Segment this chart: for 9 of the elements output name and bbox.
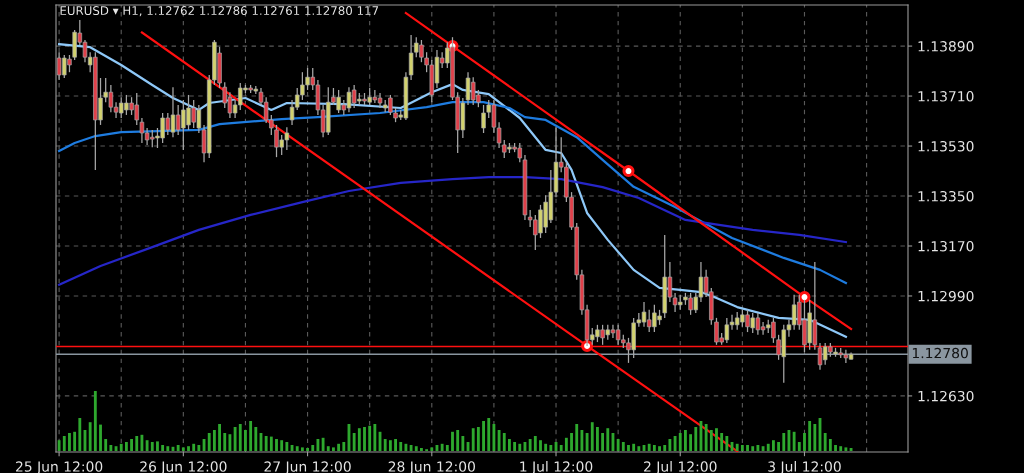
- y-tick-label: 1.13530: [918, 141, 974, 152]
- chart-title: EURUSD ▾ H1, 1.12762 1.12786 1.12761 1.12780 117: [60, 6, 379, 17]
- y-tick-label: 1.13890: [918, 41, 974, 52]
- y-tick-label: 1.13710: [918, 91, 974, 102]
- y-tick-label: 1.13350: [918, 190, 974, 202]
- y-tick-label: 1.12630: [918, 390, 974, 402]
- ref-line-label: 1.12780: [912, 347, 968, 359]
- y-tick-label: 1.12990: [918, 290, 974, 302]
- y-tick-label: 1.13170: [918, 240, 974, 252]
